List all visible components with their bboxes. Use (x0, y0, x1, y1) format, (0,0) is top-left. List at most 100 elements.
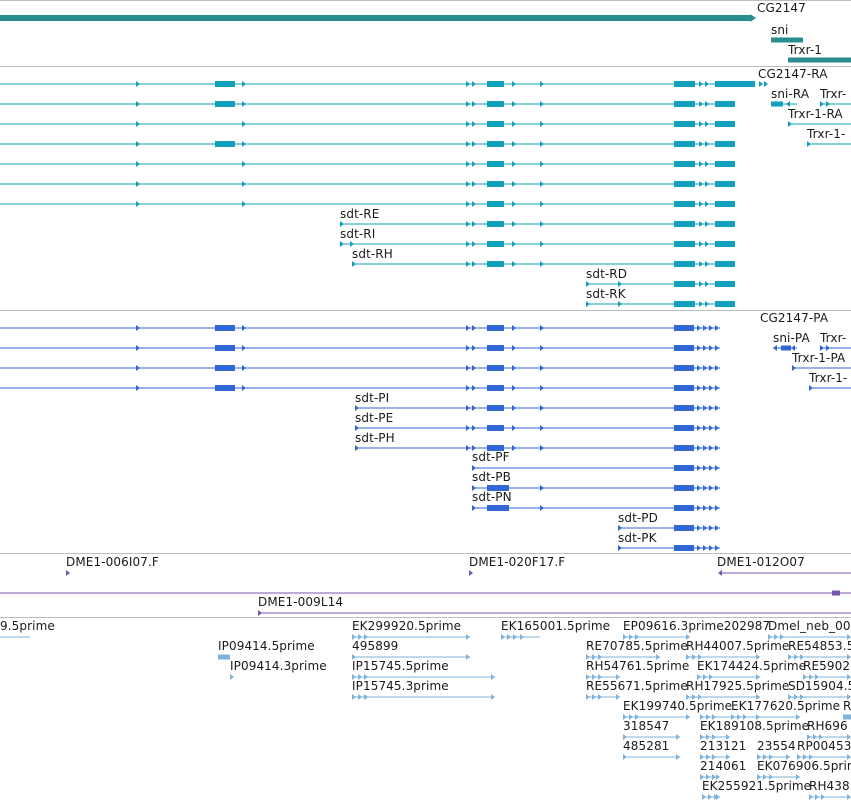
protein-feature-trxr[interactable] (820, 345, 824, 351)
protein-feature-sdt[interactable] (674, 525, 694, 531)
est-feature[interactable] (700, 774, 704, 780)
protein-feature[interactable] (715, 345, 719, 351)
protein-feature[interactable] (512, 365, 516, 371)
protein-feature[interactable] (242, 385, 246, 391)
protein-feature-sdt[interactable] (466, 405, 470, 411)
transcript-feature[interactable] (242, 101, 246, 107)
protein-feature-sdt[interactable] (715, 525, 719, 531)
transcript-feature-trxr[interactable] (820, 101, 824, 107)
transcript-feature[interactable] (487, 81, 504, 87)
clone-feature-dme1-006i07[interactable] (66, 570, 70, 576)
transcript-label-trxr[interactable]: Trxr- (820, 87, 847, 101)
est-feature[interactable] (686, 714, 690, 720)
protein-feature-sdt[interactable] (697, 505, 701, 511)
protein-feature-sdt[interactable] (540, 425, 544, 431)
protein-label-sni-pa[interactable]: sni-PA (773, 331, 810, 345)
est-label[interactable]: RE70785.5prime (586, 639, 688, 653)
protein-feature[interactable] (674, 365, 694, 371)
transcript-feature[interactable] (674, 141, 695, 147)
transcript-feature[interactable] (764, 81, 768, 87)
protein-label-trxr-1-pa[interactable]: Trxr-1-PA (792, 351, 846, 365)
transcript-feature-sdt[interactable] (350, 241, 354, 247)
est-feature[interactable] (700, 714, 704, 720)
est-feature[interactable] (698, 654, 702, 660)
transcript-feature[interactable] (759, 81, 763, 87)
protein-feature[interactable] (703, 345, 707, 351)
transcript-feature-sdt[interactable] (705, 281, 709, 287)
protein-feature-sdt[interactable] (703, 425, 707, 431)
protein-feature-sdt[interactable] (472, 405, 476, 411)
protein-feature[interactable] (487, 345, 504, 351)
est-feature[interactable] (692, 654, 696, 660)
clone-label-dme1-020f17[interactable]: DME1-020F17.F (469, 555, 566, 569)
est-label[interactable]: RH17925.5prime (686, 679, 790, 693)
transcript-feature-sdt[interactable] (699, 261, 703, 267)
protein-feature[interactable] (466, 365, 470, 371)
est-feature[interactable] (768, 634, 772, 640)
protein-label-sdt-pn[interactable]: sdt-PN (472, 490, 512, 504)
protein-feature-sdt[interactable] (715, 465, 719, 471)
protein-feature[interactable] (703, 365, 707, 371)
clone-feature-dme1-009l14[interactable] (258, 610, 262, 616)
est-feature[interactable] (686, 634, 690, 640)
est-feature[interactable] (686, 694, 690, 700)
transcript-feature[interactable] (540, 141, 544, 147)
protein-feature-sdt[interactable] (618, 525, 622, 531)
est-feature[interactable] (794, 694, 798, 700)
transcript-feature[interactable] (512, 161, 516, 167)
transcript-label-sdt-rk[interactable]: sdt-RK (586, 287, 626, 301)
transcript-label-sdt-rd[interactable]: sdt-RD (586, 267, 628, 281)
protein-feature-sdt[interactable] (512, 405, 516, 411)
est-feature[interactable] (731, 714, 735, 720)
protein-feature[interactable] (512, 325, 516, 331)
est-feature[interactable] (586, 674, 590, 680)
transcript-feature-sdt[interactable] (715, 301, 735, 307)
protein-feature[interactable] (674, 385, 694, 391)
transcript-label-trxr-1[interactable]: Trxr-1- (807, 127, 846, 141)
est-feature[interactable] (757, 774, 761, 780)
protein-feature-sdt[interactable] (697, 405, 701, 411)
est-label[interactable]: 495899 (352, 639, 399, 653)
protein-feature-sdt[interactable] (715, 505, 719, 511)
protein-feature-sdt[interactable] (709, 505, 713, 511)
protein-feature-sni-pa[interactable] (773, 345, 777, 351)
est-label[interactable]: IP09414.5prime (218, 639, 315, 653)
est-label[interactable]: 213121 (700, 739, 747, 753)
transcript-feature[interactable] (242, 141, 246, 147)
transcript-feature-sdt[interactable] (487, 261, 504, 267)
est-label[interactable]: IP15745.3prime (352, 679, 449, 693)
transcript-label-trxr-1-ra[interactable]: Trxr-1-RA (788, 107, 843, 121)
protein-label-trxr[interactable]: Trxr- (820, 331, 847, 345)
transcript-feature[interactable] (674, 181, 695, 187)
est-label[interactable]: 9.5prime (0, 619, 55, 633)
transcript-feature[interactable] (705, 121, 709, 127)
est-label[interactable]: EK076906.5prime (757, 759, 851, 773)
est-label[interactable]: 318547 (623, 719, 670, 733)
transcript-feature[interactable] (512, 101, 516, 107)
clone-feature-long[interactable] (832, 590, 840, 596)
est-label[interactable]: IP15745.5prime (352, 659, 449, 673)
transcript-feature-sdt[interactable] (466, 221, 470, 227)
est-feature[interactable] (623, 754, 627, 760)
protein-feature[interactable] (487, 385, 504, 391)
transcript-feature[interactable] (674, 201, 695, 207)
protein-feature[interactable] (715, 365, 719, 371)
protein-feature[interactable] (709, 325, 713, 331)
transcript-feature[interactable] (540, 81, 544, 87)
transcript-feature-sdt[interactable] (586, 281, 590, 287)
protein-feature-sdt[interactable] (487, 505, 509, 511)
protein-feature-sdt[interactable] (540, 445, 544, 451)
transcript-feature[interactable] (487, 161, 504, 167)
transcript-feature[interactable] (715, 121, 735, 127)
protein-feature-sdt[interactable] (697, 465, 701, 471)
protein-feature[interactable] (715, 325, 719, 331)
transcript-feature-sdt[interactable] (540, 221, 544, 227)
protein-feature[interactable] (215, 325, 235, 331)
est-feature[interactable] (592, 654, 596, 660)
est-feature[interactable] (774, 634, 778, 640)
est-feature[interactable] (352, 634, 356, 640)
transcript-feature-sdt[interactable] (512, 261, 516, 267)
est-feature[interactable] (809, 794, 813, 800)
transcript-feature-sdt[interactable] (699, 281, 703, 287)
transcript-feature-sdt[interactable] (699, 221, 703, 227)
